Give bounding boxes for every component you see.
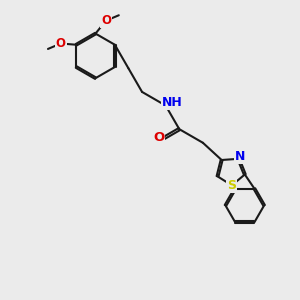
Text: NH: NH [162,96,183,109]
Text: O: O [56,37,66,50]
Text: O: O [153,131,164,144]
Text: O: O [101,14,111,27]
Text: N: N [235,150,246,163]
Text: S: S [227,179,236,192]
